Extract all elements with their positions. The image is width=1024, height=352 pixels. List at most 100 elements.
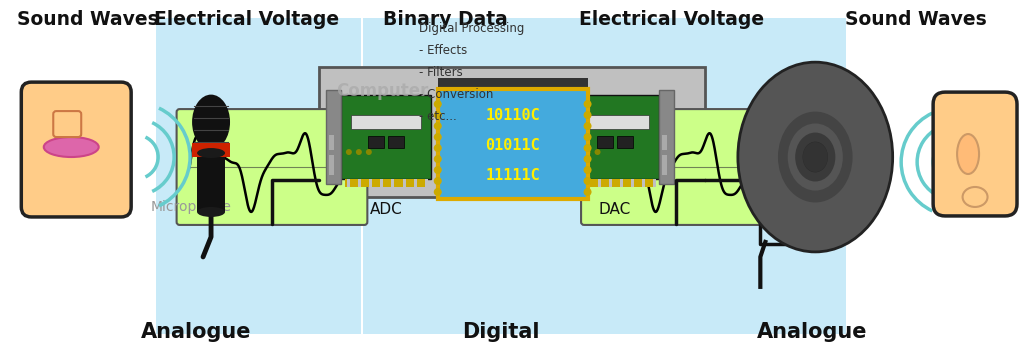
Bar xyxy=(642,180,645,188)
Bar xyxy=(653,180,656,188)
Ellipse shape xyxy=(803,142,828,172)
Bar xyxy=(425,180,428,188)
FancyBboxPatch shape xyxy=(53,111,81,137)
Bar xyxy=(380,180,383,188)
Circle shape xyxy=(585,149,591,155)
Bar xyxy=(156,18,360,334)
Circle shape xyxy=(584,111,592,119)
Text: - Effects: - Effects xyxy=(419,44,467,57)
FancyBboxPatch shape xyxy=(581,109,772,225)
Bar xyxy=(329,134,334,150)
Circle shape xyxy=(434,166,441,174)
Bar xyxy=(414,180,417,188)
Text: 01011C: 01011C xyxy=(485,138,540,152)
Text: Speaker: Speaker xyxy=(765,200,821,214)
Text: Computer: Computer xyxy=(336,82,428,100)
Bar xyxy=(597,136,612,148)
Bar xyxy=(621,180,623,188)
Bar xyxy=(631,180,634,188)
Circle shape xyxy=(584,188,592,196)
Bar xyxy=(437,78,588,92)
Ellipse shape xyxy=(738,62,893,252)
Text: Microphone: Microphone xyxy=(151,200,231,214)
Circle shape xyxy=(434,100,441,108)
Circle shape xyxy=(434,177,441,185)
Bar xyxy=(598,180,601,188)
Ellipse shape xyxy=(796,133,836,182)
Text: - Conversion: - Conversion xyxy=(419,88,494,101)
Bar xyxy=(193,143,230,157)
Ellipse shape xyxy=(197,207,225,217)
Ellipse shape xyxy=(197,148,225,158)
Bar xyxy=(587,180,590,188)
Circle shape xyxy=(584,166,592,174)
Circle shape xyxy=(584,133,592,141)
Text: Analogue: Analogue xyxy=(757,322,867,342)
Text: Electrical Voltage: Electrical Voltage xyxy=(579,10,764,29)
Bar xyxy=(345,180,427,188)
Ellipse shape xyxy=(810,150,821,164)
Circle shape xyxy=(584,122,592,130)
FancyBboxPatch shape xyxy=(22,82,131,217)
Bar xyxy=(575,180,579,188)
Ellipse shape xyxy=(787,124,843,190)
Ellipse shape xyxy=(803,142,827,172)
Circle shape xyxy=(584,155,592,163)
Circle shape xyxy=(584,144,592,152)
Bar xyxy=(402,180,406,188)
Circle shape xyxy=(356,149,361,155)
Circle shape xyxy=(434,111,441,119)
Circle shape xyxy=(434,188,441,196)
Bar xyxy=(569,95,659,180)
Bar xyxy=(351,115,421,129)
Bar xyxy=(329,155,334,175)
Bar xyxy=(663,134,668,150)
Circle shape xyxy=(434,122,441,130)
Text: 11111C: 11111C xyxy=(485,168,540,182)
Bar xyxy=(609,180,612,188)
Bar xyxy=(347,180,350,188)
Text: 10110C: 10110C xyxy=(485,108,540,122)
Circle shape xyxy=(346,149,352,155)
Circle shape xyxy=(366,149,372,155)
Bar xyxy=(369,180,372,188)
Bar xyxy=(437,89,588,199)
Bar xyxy=(616,136,633,148)
Ellipse shape xyxy=(44,137,98,157)
Bar xyxy=(362,18,640,334)
Text: Analogue: Analogue xyxy=(141,322,251,342)
Text: - etc...: - etc... xyxy=(419,110,457,123)
Circle shape xyxy=(434,155,441,163)
Text: ADC: ADC xyxy=(370,202,402,217)
Text: Digital Processing: Digital Processing xyxy=(419,22,524,35)
Bar xyxy=(573,180,655,188)
Ellipse shape xyxy=(778,112,853,202)
Bar xyxy=(663,155,668,175)
FancyBboxPatch shape xyxy=(176,109,368,225)
Bar xyxy=(358,180,361,188)
Text: Electrical Voltage: Electrical Voltage xyxy=(155,10,340,29)
Circle shape xyxy=(434,133,441,141)
Circle shape xyxy=(595,149,600,155)
FancyBboxPatch shape xyxy=(933,92,1017,216)
Circle shape xyxy=(434,144,441,152)
Bar xyxy=(391,180,394,188)
Text: Sound Waves: Sound Waves xyxy=(845,10,987,29)
Bar xyxy=(580,115,649,129)
Bar xyxy=(197,152,225,212)
Text: Digital: Digital xyxy=(462,322,540,342)
Text: DAC: DAC xyxy=(598,202,631,217)
Bar xyxy=(318,67,706,197)
Circle shape xyxy=(584,177,592,185)
Bar xyxy=(639,18,846,334)
Ellipse shape xyxy=(963,187,987,207)
Text: Binary Data: Binary Data xyxy=(383,10,508,29)
Ellipse shape xyxy=(193,95,230,150)
Text: Sound Waves: Sound Waves xyxy=(17,10,159,29)
Bar xyxy=(659,90,675,184)
Bar xyxy=(388,136,403,148)
Bar xyxy=(326,90,341,184)
Bar xyxy=(341,95,431,180)
Circle shape xyxy=(574,149,581,155)
Ellipse shape xyxy=(957,134,979,174)
